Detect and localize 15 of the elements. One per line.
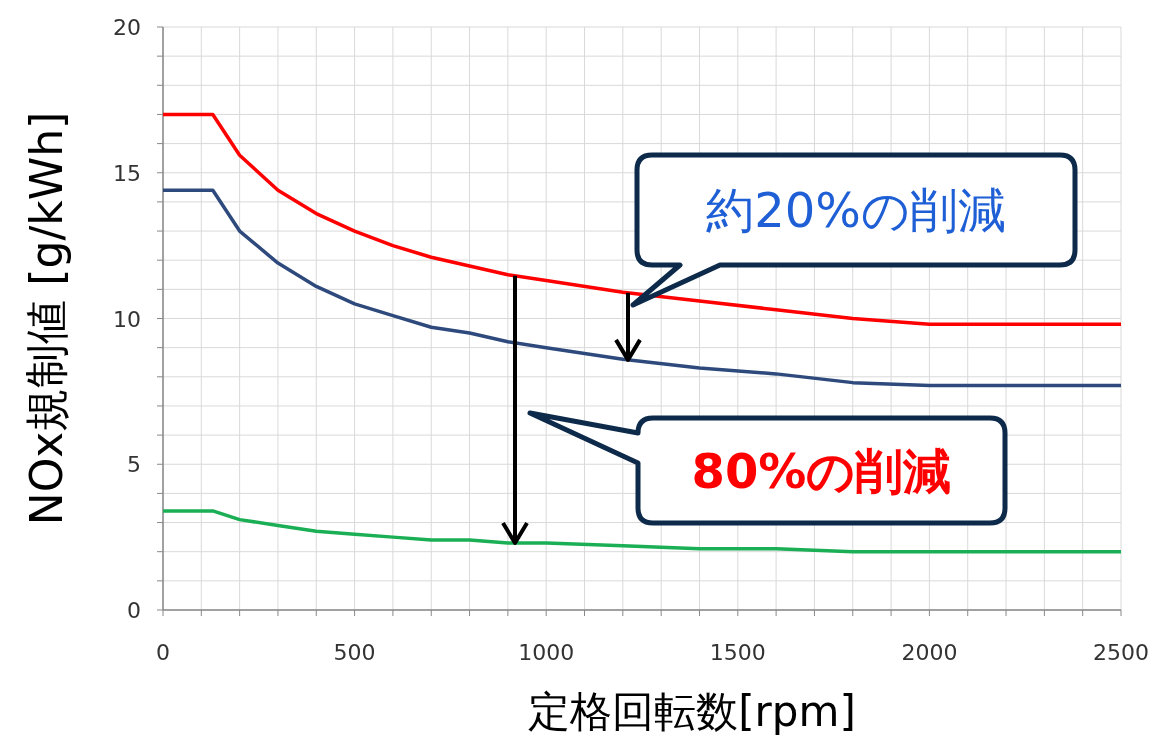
x-tick-label: 2000	[901, 640, 958, 665]
x-tick-label: 500	[333, 640, 376, 665]
y-axis-title: NOx規制値 [g/kWh]	[21, 111, 72, 526]
x-tick-label: 0	[156, 640, 170, 665]
annotation: 80%の削減	[691, 442, 952, 499]
annotation: 約20%の削減	[706, 182, 1006, 238]
y-tick-label: 10	[113, 306, 141, 332]
x-tick-label: 1500	[709, 640, 766, 665]
y-tick-label: 0	[127, 598, 141, 623]
x-tick-label: 2500	[1093, 640, 1149, 665]
y-tick-label: 20	[113, 15, 141, 40]
y-tick-label: 15	[113, 160, 141, 186]
x-axis-title: 定格回転数[rpm]	[528, 687, 856, 736]
y-tick-label: 5	[127, 452, 141, 478]
x-tick-label: 1000	[518, 640, 575, 665]
